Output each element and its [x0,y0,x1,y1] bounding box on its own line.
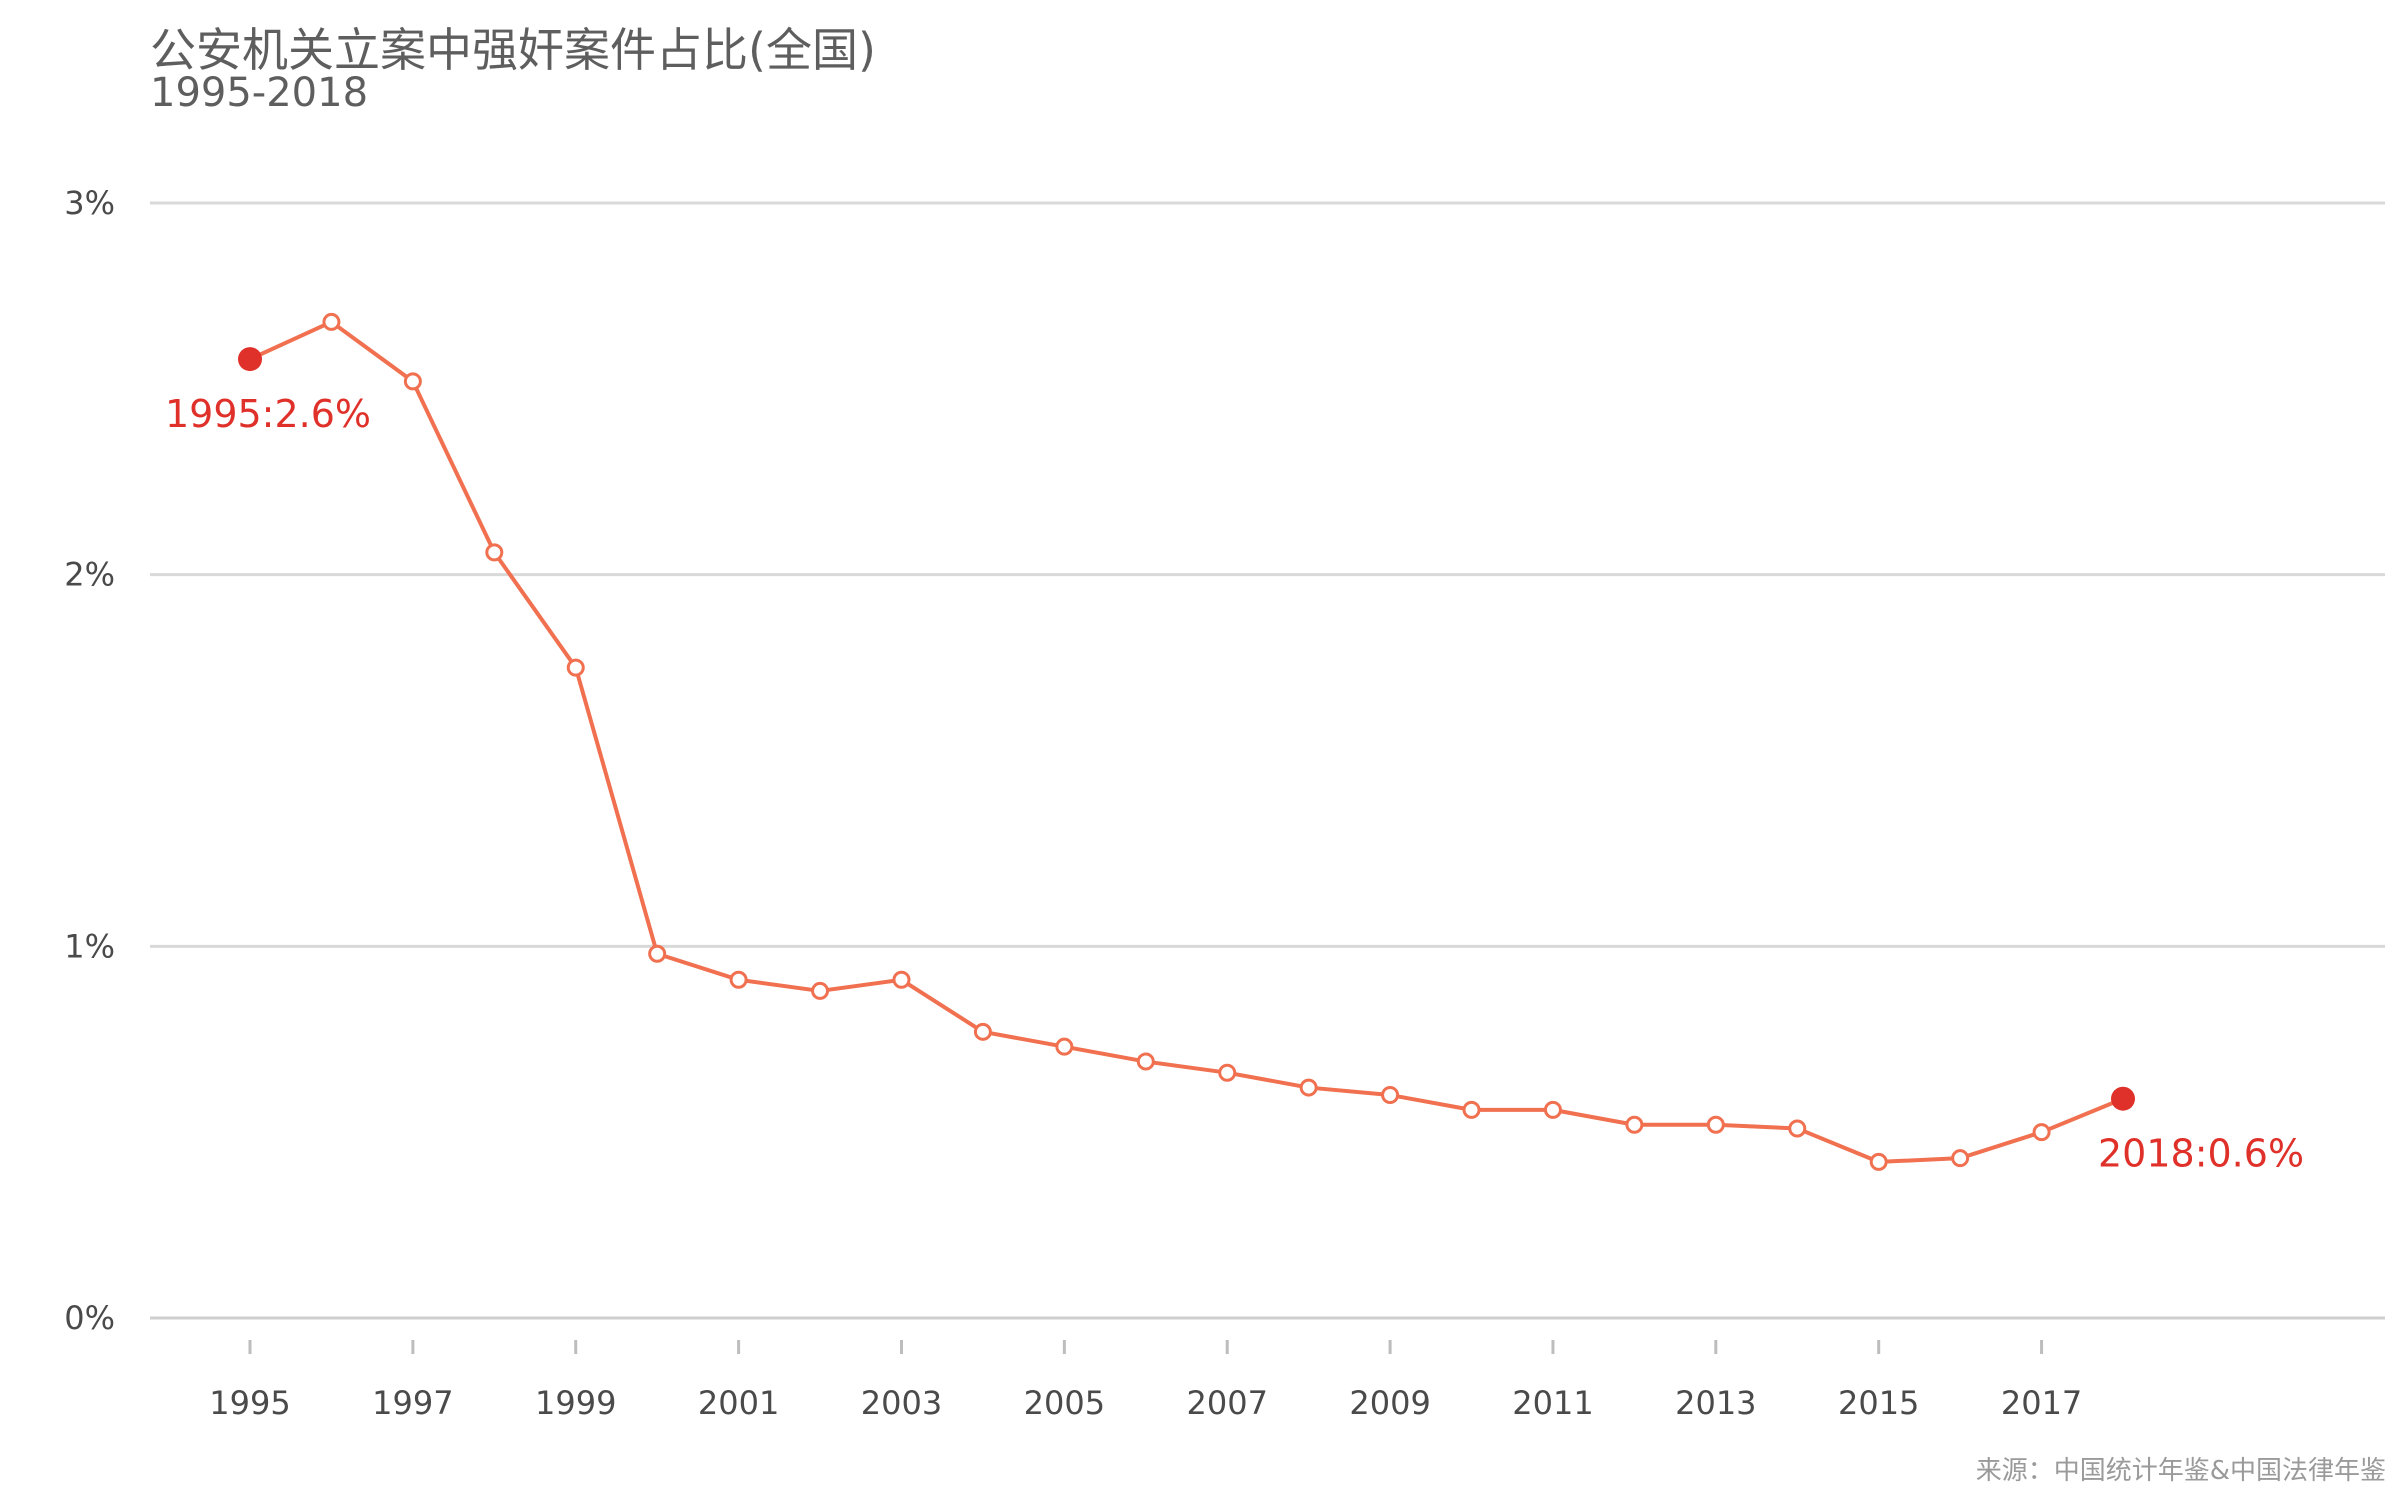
data-point [1055,1037,1074,1056]
series-line [248,319,2125,1164]
data-point [1706,1115,1725,1134]
annotation-label: 1995:2.6% [165,392,371,436]
y-tick-label: 2% [64,556,115,594]
data-point [1381,1086,1400,1104]
data-point [1299,1078,1318,1097]
data-point [566,658,585,677]
x-tick-label: 2011 [1512,1384,1593,1422]
y-tick-label: 0% [64,1299,115,1337]
data-point [1218,1063,1237,1082]
data-point [1136,1052,1155,1071]
data-point [1869,1152,1888,1171]
x-tick-label: 1999 [535,1384,616,1422]
data-point [811,981,830,1000]
data-point [1788,1119,1807,1138]
data-point [729,970,748,989]
y-tick-label: 1% [64,927,115,965]
data-point [2032,1123,2051,1142]
x-tick-label: 2007 [1186,1384,1267,1422]
annotation-label: 2018:0.6% [2098,1132,2304,1176]
x-tick-label: 2013 [1675,1384,1756,1422]
x-tick-label: 2001 [698,1384,779,1422]
x-tick-label: 1995 [209,1384,290,1422]
x-tick-label: 1997 [372,1384,453,1422]
data-point [403,372,422,391]
chart-subtitle: 1995-2018 [150,70,369,116]
data-point [892,970,911,989]
x-tick-label: 2003 [861,1384,942,1422]
highlight-point [2111,1086,2135,1111]
x-tick-label: 2005 [1024,1384,1105,1422]
source-note: 来源：中国统计年鉴&中国法律年鉴 [1975,1456,2386,1486]
data-point [973,1022,992,1041]
x-tick-label: 2017 [2001,1384,2082,1422]
data-point [1625,1115,1644,1134]
data-point [322,312,341,331]
highlight-point [238,347,262,372]
data-point [1543,1100,1562,1119]
data-point [485,543,504,562]
chart-title: 公安机关立案中强奸案件占比(全国) [150,23,876,77]
data-point [1951,1149,1970,1168]
data-point [1462,1100,1481,1119]
data-point [648,944,667,963]
x-tick-label: 2009 [1349,1384,1430,1422]
y-tick-label: 3% [64,184,115,222]
x-tick-label: 2015 [1838,1384,1919,1422]
